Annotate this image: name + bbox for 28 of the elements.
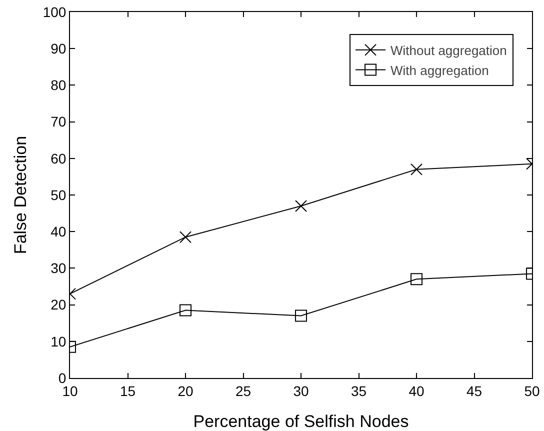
x-tick-label: 45 [466,382,482,399]
point [410,163,422,176]
x-axis-title: Percentage of Selfish Nodes [193,412,409,431]
x-tick-label: 15 [120,382,136,399]
y-tick-label: 20 [50,296,66,313]
y-axis-title: False Detection [11,136,30,254]
x-tick-label: 20 [178,382,194,399]
x-tick-label: 35 [350,382,367,399]
legend-label: With aggregation [390,62,489,78]
y-tick-label: 90 [50,40,66,56]
point [410,273,422,286]
y-tick-label: 100 [42,4,66,20]
y-tick-label: 60 [50,150,66,166]
y-tick-label: 70 [50,114,66,130]
y-tick-label: 50 [50,186,66,203]
y-tick-label: 10 [50,333,66,350]
x-tick-label: 30 [293,382,309,399]
y-tick-label: 80 [50,77,66,94]
point [180,304,192,316]
y-tick-label: 30 [50,260,66,276]
point [295,200,307,212]
x-tick-label: 25 [235,382,252,399]
x-tick-label: 50 [524,382,540,399]
point [295,310,307,322]
x-tick-label: 40 [408,382,424,399]
legend-label: Without aggregation [390,42,507,58]
y-tick-label: 40 [50,224,66,240]
point [180,231,192,244]
